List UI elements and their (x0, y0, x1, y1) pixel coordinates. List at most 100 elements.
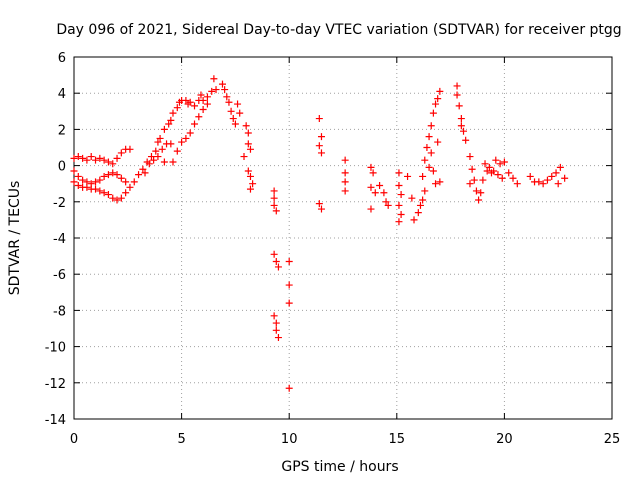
data-point (167, 140, 175, 148)
data-point (395, 218, 403, 226)
data-point (104, 191, 112, 199)
x-tick-label: 0 (70, 432, 78, 447)
data-point (436, 178, 444, 186)
data-point (152, 147, 160, 155)
data-point (404, 172, 412, 180)
data-point (117, 149, 125, 157)
data-point (272, 319, 280, 327)
data-point (244, 140, 252, 148)
data-point (117, 194, 125, 202)
data-point (246, 172, 254, 180)
data-point (274, 263, 282, 271)
data-point (145, 160, 153, 168)
data-point (384, 201, 392, 209)
data-point (87, 153, 95, 161)
data-point (498, 174, 506, 182)
data-point (561, 174, 569, 182)
data-point (122, 189, 130, 197)
x-axis-label: GPS time / hours (281, 459, 398, 475)
data-point (182, 134, 190, 142)
data-point (453, 82, 461, 90)
data-point (169, 158, 177, 166)
y-tick-label: -10 (45, 341, 66, 356)
data-point (494, 171, 502, 179)
data-point (317, 205, 325, 213)
data-point (74, 182, 82, 190)
data-point (165, 120, 173, 128)
x-tick-label: 10 (281, 432, 298, 447)
data-point (109, 160, 117, 168)
data-point (229, 115, 237, 123)
data-point (92, 185, 100, 193)
data-point (455, 102, 463, 110)
data-point (210, 75, 218, 83)
data-point (244, 167, 252, 175)
data-point (104, 171, 112, 179)
data-point (270, 194, 278, 202)
data-point (460, 127, 468, 135)
data-point (240, 153, 248, 161)
x-tick-label: 5 (177, 432, 185, 447)
data-point (100, 172, 108, 180)
data-point (380, 189, 388, 197)
data-point (199, 96, 207, 104)
data-point (285, 258, 293, 266)
data-point (272, 258, 280, 266)
data-point (126, 145, 134, 153)
data-point (317, 133, 325, 141)
data-point (212, 86, 220, 94)
data-point (242, 122, 250, 130)
data-point (509, 174, 517, 182)
data-point (191, 120, 199, 128)
data-point (178, 138, 186, 146)
data-point (223, 93, 231, 101)
data-point (395, 201, 403, 209)
data-point (434, 95, 442, 103)
data-point (421, 187, 429, 195)
data-point (429, 167, 437, 175)
data-point (79, 154, 87, 162)
data-point (122, 178, 130, 186)
data-point (423, 144, 431, 151)
data-point (270, 312, 278, 320)
data-point (367, 183, 375, 191)
data-point (244, 129, 252, 137)
data-point (500, 158, 508, 166)
data-point (410, 216, 418, 224)
data-point (462, 136, 470, 144)
data-point (83, 183, 91, 191)
data-point (548, 172, 556, 180)
data-point (100, 156, 108, 164)
data-point (485, 163, 493, 171)
data-point (554, 180, 562, 188)
data-point (369, 169, 377, 177)
data-point (552, 169, 560, 177)
data-point (92, 156, 100, 164)
data-point (218, 80, 226, 88)
data-point (376, 182, 384, 190)
x-axis-ticks: 0 5 10 15 20 25 (70, 57, 620, 447)
y-axis-ticks: -14 -12 -10 -8 -6 -4 -2 0 2 4 6 (45, 51, 612, 428)
data-point (113, 196, 121, 204)
data-point (158, 145, 166, 153)
data-point (96, 187, 104, 195)
data-point (150, 156, 158, 164)
data-point (425, 133, 433, 141)
data-point (434, 138, 442, 146)
data-point (539, 180, 547, 188)
data-point (197, 91, 205, 99)
data-point (395, 182, 403, 190)
data-points (70, 75, 569, 392)
data-point (109, 194, 117, 202)
y-tick-label: 4 (58, 87, 66, 102)
y-tick-label: -6 (53, 268, 66, 283)
data-point (126, 183, 134, 191)
data-point (70, 154, 78, 162)
data-point (147, 153, 155, 161)
data-point (160, 125, 168, 133)
data-point (341, 178, 349, 186)
data-point (117, 174, 125, 182)
data-point (104, 158, 112, 166)
data-point (272, 326, 280, 334)
data-point (367, 205, 375, 213)
